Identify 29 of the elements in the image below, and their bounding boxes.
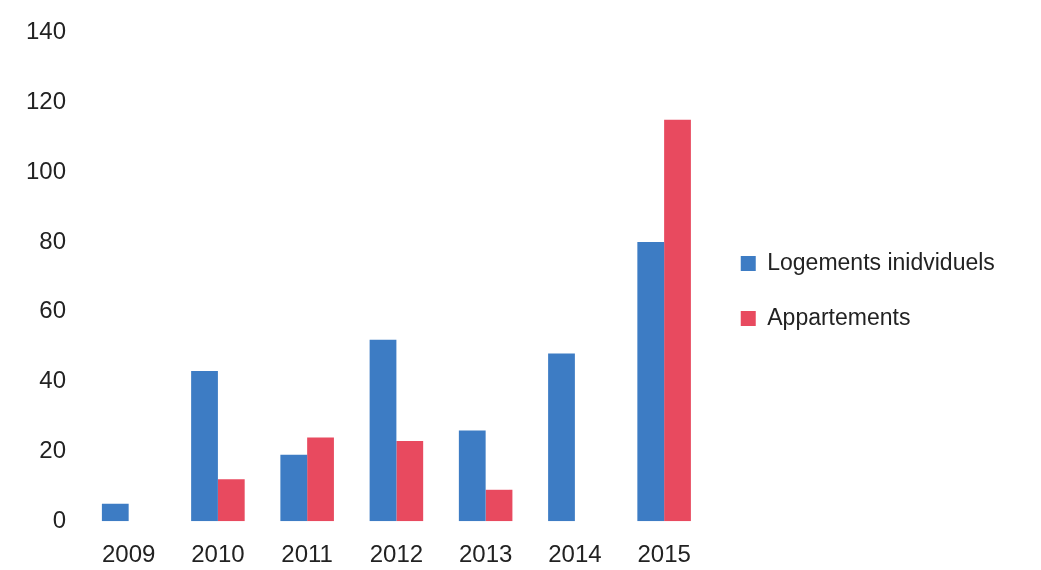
bar [369,339,397,522]
bar [637,241,665,522]
bar [548,353,575,522]
bar [485,489,513,522]
y-tick-label: 100 [26,156,67,184]
x-tick-label: 2011 [281,540,333,568]
bar [396,440,424,522]
legend-label: Logements inidviduels [767,248,995,275]
y-tick-label: 80 [39,226,67,254]
legend-label: Appartements [767,303,911,330]
bar [217,479,245,522]
bar [101,503,129,522]
y-tick-label: 20 [39,436,67,463]
x-tick-label: 2010 [191,540,245,568]
y-tick-label: 60 [39,296,67,324]
bar [280,454,308,522]
bar [191,371,218,522]
bar [307,437,334,522]
x-tick-label: 2009 [101,540,156,568]
x-tick-label: 2014 [548,540,602,568]
bar [664,119,691,522]
y-tick-label: 0 [52,505,67,533]
x-tick-label: 2012 [369,540,424,568]
bar [458,430,486,522]
y-tick-label: 120 [26,86,67,114]
x-tick-label: 2013 [458,540,513,568]
y-tick-label: 40 [39,366,67,394]
y-tick-label: 140 [26,17,67,45]
x-tick-label: 2015 [637,540,691,568]
